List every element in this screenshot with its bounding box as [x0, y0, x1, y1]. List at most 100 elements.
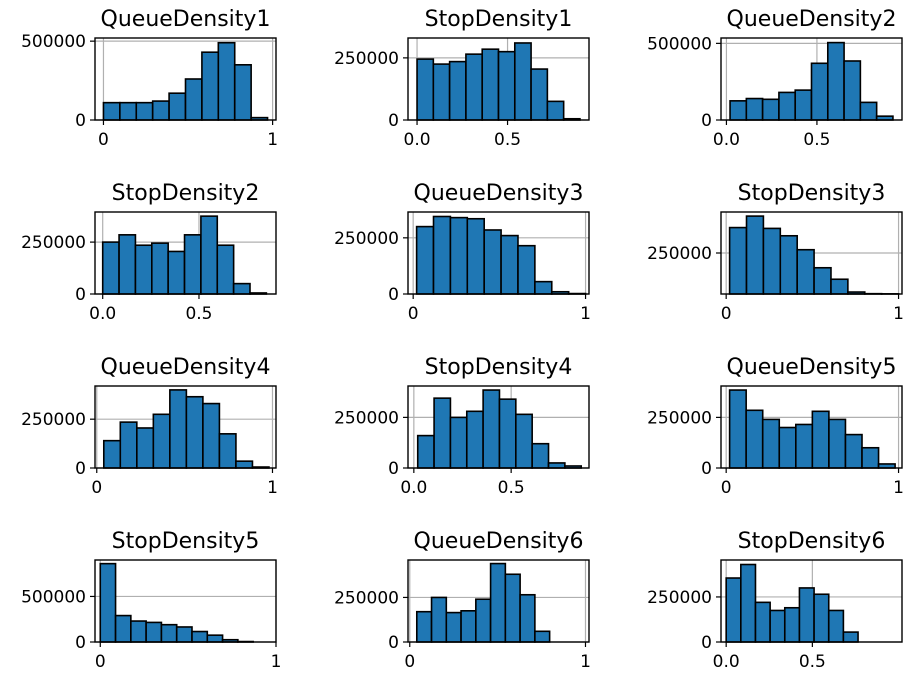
xtick-label-queuedensity5-1: 1 [893, 478, 904, 498]
subplot-title-queuedensity5: QueueDensity5 [727, 355, 897, 380]
ytick-label-queuedensity3-0: 0 [388, 285, 399, 305]
subplot-queuedensity6: 0 1 0 250000 QueueDensity6 [334, 529, 591, 672]
bar-stopdensity2-7 [216, 244, 235, 295]
bar-queuedensity6-3 [460, 610, 477, 643]
bar-stopdensity5-6 [191, 630, 209, 643]
xtick-label-stopdensity6-1: 0.5 [799, 652, 826, 672]
subplot-stopdensity6: 0.0 0.5 0 250000 StopDensity6 [647, 529, 903, 672]
bar-stopdensity4-6 [515, 413, 533, 469]
subplot-title-queuedensity4: QueueDensity4 [101, 355, 271, 380]
bar-stopdensity2-6 [200, 215, 219, 295]
bar-stopdensity1-1 [432, 63, 451, 121]
bar-stopdensity4-8 [547, 462, 566, 469]
bar-queuedensity3-7 [534, 280, 553, 295]
xtick-label-queuedensity3-1: 1 [580, 304, 591, 324]
subplot-stopdensity2: 0.0 0.5 0 250000 StopDensity2 [21, 181, 277, 324]
bar-stopdensity4-3 [465, 410, 484, 469]
xtick-label-stopdensity1-0: 0.0 [404, 130, 431, 150]
xtick-label-queuedensity2-0: 0.0 [713, 130, 740, 150]
xtick-label-queuedensity1-0: 0 [98, 130, 109, 150]
bar-stopdensity4-2 [449, 416, 468, 469]
xtick-label-queuedensity5-0: 0 [721, 478, 732, 498]
xtick-label-stopdensity6-0: 0.0 [713, 652, 740, 672]
subplot-title-queuedensity3: QueueDensity3 [414, 181, 584, 206]
bar-queuedensity6-7 [519, 593, 536, 643]
bar-queuedensity4-0 [102, 439, 122, 469]
subplot-title-stopdensity4: StopDensity4 [425, 355, 573, 380]
bar-stopdensity5-4 [160, 623, 178, 643]
bar-stopdensity2-5 [183, 234, 202, 295]
xtick-label-queuedensity3-0: 0 [408, 304, 419, 324]
subplot-title-queuedensity1: QueueDensity1 [101, 7, 271, 32]
xtick-label-stopdensity5-1: 1 [271, 652, 282, 672]
ytick-label-queuedensity3-1: 250000 [334, 229, 399, 249]
bar-queuedensity4-8 [235, 460, 254, 469]
bar-stopdensity5-0 [99, 562, 117, 643]
ytick-label-stopdensity1-0: 0 [388, 111, 399, 131]
subplot-queuedensity4: 0 1 0 250000 QueueDensity4 [21, 355, 278, 498]
bar-stopdensity2-2 [134, 244, 153, 295]
subplot-title-queuedensity2: QueueDensity2 [727, 7, 897, 32]
bar-queuedensity2-8 [859, 101, 878, 121]
bar-queuedensity2-5 [810, 62, 829, 121]
bar-queuedensity6-4 [475, 598, 492, 643]
bar-stopdensity6-4 [783, 606, 801, 643]
ytick-label-stopdensity6-0: 0 [701, 633, 712, 653]
bar-queuedensity1-0 [102, 101, 121, 121]
ytick-label-queuedensity2-1: 500000 [647, 34, 712, 54]
bar-stopdensity2-3 [151, 242, 169, 295]
bar-stopdensity5-1 [114, 614, 132, 643]
bar-stopdensity1-0 [416, 58, 435, 121]
bar-stopdensity5-2 [130, 620, 147, 643]
subplot-title-stopdensity1: StopDensity1 [425, 7, 573, 32]
bar-stopdensity3-0 [728, 226, 748, 295]
bar-stopdensity3-1 [745, 215, 765, 295]
subplot-title-stopdensity6: StopDensity6 [738, 529, 886, 554]
bar-stopdensity1-8 [546, 100, 565, 121]
bar-queuedensity5-4 [795, 423, 814, 469]
axes-frame-stopdensity5 [94, 559, 277, 643]
bar-queuedensity4-5 [185, 395, 204, 469]
bar-queuedensity1-2 [135, 101, 154, 121]
xtick-label-stopdensity4-0: 0.0 [400, 478, 427, 498]
bar-stopdensity3-2 [762, 227, 782, 295]
bar-queuedensity6-6 [504, 573, 521, 643]
bar-stopdensity1-2 [448, 60, 467, 121]
bar-queuedensity4-1 [119, 421, 138, 469]
bar-stopdensity1-7 [530, 68, 549, 121]
bar-queuedensity4-3 [152, 413, 171, 469]
bar-queuedensity5-3 [778, 426, 797, 469]
bar-queuedensity1-6 [201, 51, 220, 121]
axes-frame-stopdensity6 [720, 559, 903, 643]
subplot-queuedensity1: 0 1 0 500000 QueueDensity1 [21, 7, 278, 150]
xtick-label-stopdensity4-1: 0.5 [498, 478, 525, 498]
bar-queuedensity5-2 [761, 418, 781, 469]
bar-stopdensity5-5 [175, 626, 193, 643]
subplot-queuedensity3: 0 1 0 250000 QueueDensity3 [334, 181, 591, 324]
bar-stopdensity6-1 [740, 563, 757, 643]
bar-queuedensity1-7 [217, 41, 236, 121]
ytick-label-queuedensity5-0: 0 [701, 459, 712, 479]
axes-frame-queuedensity2 [720, 37, 903, 121]
subplot-stopdensity5: 0 1 0 500000 StopDensity5 [21, 529, 281, 672]
bar-queuedensity5-1 [745, 409, 764, 469]
subplot-stopdensity1: 0.0 0.5 0 250000 StopDensity1 [334, 7, 590, 150]
axes-frame-queuedensity5 [720, 385, 903, 469]
bar-queuedensity2-7 [843, 60, 862, 121]
ytick-label-stopdensity5-0: 0 [75, 633, 86, 653]
axes-frame-stopdensity4 [407, 385, 590, 469]
ytick-label-queuedensity1-1: 500000 [21, 32, 86, 52]
ytick-label-stopdensity1-1: 250000 [334, 49, 399, 69]
bar-stopdensity5-3 [145, 621, 163, 643]
xtick-label-queuedensity4-1: 1 [267, 478, 278, 498]
ytick-label-queuedensity6-0: 0 [388, 633, 399, 653]
bar-queuedensity3-6 [517, 244, 536, 295]
bar-queuedensity3-5 [500, 234, 519, 295]
bar-stopdensity6-5 [798, 587, 815, 643]
bar-queuedensity6-8 [534, 630, 551, 643]
bar-stopdensity6-6 [813, 593, 830, 643]
bar-queuedensity1-1 [119, 101, 138, 121]
bar-queuedensity1-5 [184, 78, 203, 121]
bar-stopdensity1-4 [481, 48, 500, 121]
